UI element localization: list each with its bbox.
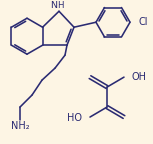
Text: H: H bbox=[57, 1, 63, 10]
Text: HO: HO bbox=[67, 113, 82, 123]
Text: OH: OH bbox=[132, 72, 147, 82]
Text: Cl: Cl bbox=[139, 17, 149, 27]
Text: N: N bbox=[50, 1, 58, 10]
Text: NH₂: NH₂ bbox=[11, 121, 29, 131]
